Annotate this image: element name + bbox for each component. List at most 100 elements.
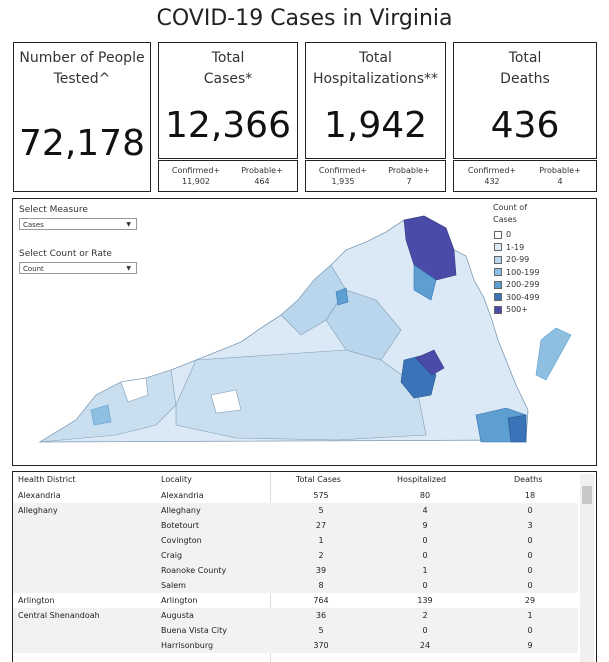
legend-item[interactable]: 100-199: [494, 268, 539, 278]
cell-hospitalized: 24: [419, 641, 431, 650]
cell-deaths: 0: [527, 566, 533, 575]
header-total-cases[interactable]: Total Cases: [296, 475, 341, 484]
kpi-hosp-card[interactable]: Total Hospitalizations** 1,942: [305, 42, 446, 159]
cell-deaths: 0: [527, 506, 533, 515]
cell-total-cases: 27: [315, 521, 327, 530]
cell-total-cases: 575: [313, 491, 329, 500]
cell-total-cases: 39: [315, 566, 327, 575]
deaths-confirmed: Confirmed+ 432: [458, 165, 526, 187]
hosp-confirmed-value: 1,935: [331, 177, 355, 186]
cell-deaths: 0: [527, 626, 533, 635]
map-region-south-white[interactable]: [210, 389, 242, 414]
cell-district: Alleghany: [18, 506, 58, 515]
cases-probable-value: 464: [254, 177, 270, 186]
legend-item[interactable]: 200-299: [494, 280, 539, 290]
cell-deaths: 0: [527, 581, 533, 590]
table-row[interactable]: Buena Vista City 5 0 0: [13, 623, 578, 638]
kpi-cases-label-line2: Cases*: [203, 71, 253, 87]
kpi-cases-label: Total Cases*: [159, 48, 297, 90]
hosp-confirmed: Confirmed+ 1,935: [310, 165, 376, 187]
map-region-harrisonburg[interactable]: [335, 287, 349, 306]
deaths-probable-value: 4: [557, 177, 563, 186]
chevron-down-icon: ▼: [126, 221, 131, 228]
map-region-northern-va[interactable]: [403, 215, 457, 281]
cell-hospitalized: 0: [422, 551, 428, 560]
legend-swatch: [494, 293, 502, 301]
map-region-west-white[interactable]: [120, 377, 149, 403]
cell-total-cases: 5: [318, 626, 324, 635]
table-row[interactable]: Central Shenandoah Augusta 36 2 1: [13, 608, 578, 623]
virginia-map[interactable]: [36, 210, 576, 450]
header-locality[interactable]: Locality: [161, 475, 192, 484]
kpi-tested-card[interactable]: Number of People Tested^ 72,178: [13, 42, 151, 192]
map-region-eastern-shore[interactable]: [535, 327, 572, 381]
legend-swatch: [494, 243, 502, 251]
cell-locality: Buena Vista City: [161, 626, 227, 635]
cell-total-cases: 36: [315, 611, 327, 620]
cell-hospitalized: 2: [422, 611, 428, 620]
map-region-southwest-city[interactable]: [90, 404, 112, 426]
kpi-deaths-card[interactable]: Total Deaths 436: [453, 42, 597, 159]
legend-label: 100-199: [506, 267, 540, 277]
cell-locality: Botetourt: [161, 521, 199, 530]
table-row[interactable]: Covington 1 0 0: [13, 533, 578, 548]
cases-table: Health District Locality Total Cases Hos…: [12, 471, 597, 662]
legend-swatch: [494, 255, 502, 264]
table-row[interactable]: Arlington Arlington 764 139 29: [13, 593, 578, 608]
cases-confirmed: Confirmed+ 11,902: [163, 165, 229, 187]
cell-deaths: 29: [524, 596, 536, 605]
legend-swatch: [494, 268, 502, 276]
map-region-henrico[interactable]: [415, 349, 445, 376]
measure-select[interactable]: Cases ▼: [19, 218, 137, 230]
scrollbar-thumb[interactable]: [582, 486, 592, 504]
header-hospitalized[interactable]: Hospitalized: [397, 475, 447, 484]
cell-locality: Augusta: [161, 611, 194, 620]
cell-locality: Alleghany: [161, 506, 201, 515]
kpi-tested-label: Number of People Tested^: [14, 48, 150, 90]
table-row[interactable]: Salem 8 0 0: [13, 578, 578, 593]
legend-item[interactable]: 300-499: [494, 293, 539, 303]
legend-item[interactable]: 1-19: [494, 243, 524, 253]
table-row[interactable]: Craig 2 0 0: [13, 548, 578, 563]
cell-district: Alexandria: [18, 491, 61, 500]
cell-total-cases: 764: [313, 596, 329, 605]
hosp-probable: Probable+ 7: [376, 165, 442, 187]
count-rate-select[interactable]: Count ▼: [19, 262, 137, 274]
cell-hospitalized: 0: [422, 581, 428, 590]
kpi-hosp-label: Total Hospitalizations**: [306, 48, 445, 90]
legend-title-line2: Cases: [493, 215, 517, 224]
table-row[interactable]: Roanoke County 39 1 0: [13, 563, 578, 578]
table-row[interactable]: Alexandria Alexandria 575 80 18: [13, 488, 578, 503]
map-region-southside[interactable]: [175, 349, 427, 441]
legend-item[interactable]: 20-99: [494, 255, 529, 265]
cell-hospitalized: 0: [422, 626, 428, 635]
deaths-probable-label: Probable+: [539, 166, 581, 175]
cell-locality: Alexandria: [161, 491, 204, 500]
kpi-cases-card[interactable]: Total Cases* 12,366: [158, 42, 298, 159]
table-row[interactable]: Harrisonburg 370 24 9: [13, 638, 578, 653]
map-region-prince-william[interactable]: [413, 264, 437, 301]
hosp-probable-value: 7: [406, 177, 412, 186]
legend-title-line1: Count of: [493, 203, 528, 212]
cell-hospitalized: 80: [419, 491, 431, 500]
cell-hospitalized: 1: [422, 566, 428, 575]
header-deaths[interactable]: Deaths: [514, 475, 543, 484]
legend-item[interactable]: 500+: [494, 305, 528, 315]
cell-total-cases: 2: [318, 551, 324, 560]
kpi-hosp-value: 1,942: [323, 105, 428, 146]
legend-title: Count of Cases: [493, 202, 527, 226]
table-scrollbar[interactable]: [580, 474, 594, 662]
measure-select-value: Cases: [23, 221, 44, 229]
cell-deaths: 0: [527, 536, 533, 545]
table-row[interactable]: Botetourt 27 9 3: [13, 518, 578, 533]
cell-hospitalized: 4: [422, 506, 428, 515]
map-region-shenandoah[interactable]: [280, 264, 347, 336]
table-row[interactable]: Alleghany Alleghany 5 4 0: [13, 503, 578, 518]
map-region-virginia-beach[interactable]: [507, 414, 527, 443]
header-health-district[interactable]: Health District: [18, 475, 76, 484]
legend-swatch: [494, 230, 502, 239]
cell-locality: Salem: [161, 581, 186, 590]
count-rate-label: Select Count or Rate: [19, 249, 112, 259]
legend-item[interactable]: 0: [494, 230, 511, 240]
deaths-confirmed-label: Confirmed+: [467, 166, 517, 175]
